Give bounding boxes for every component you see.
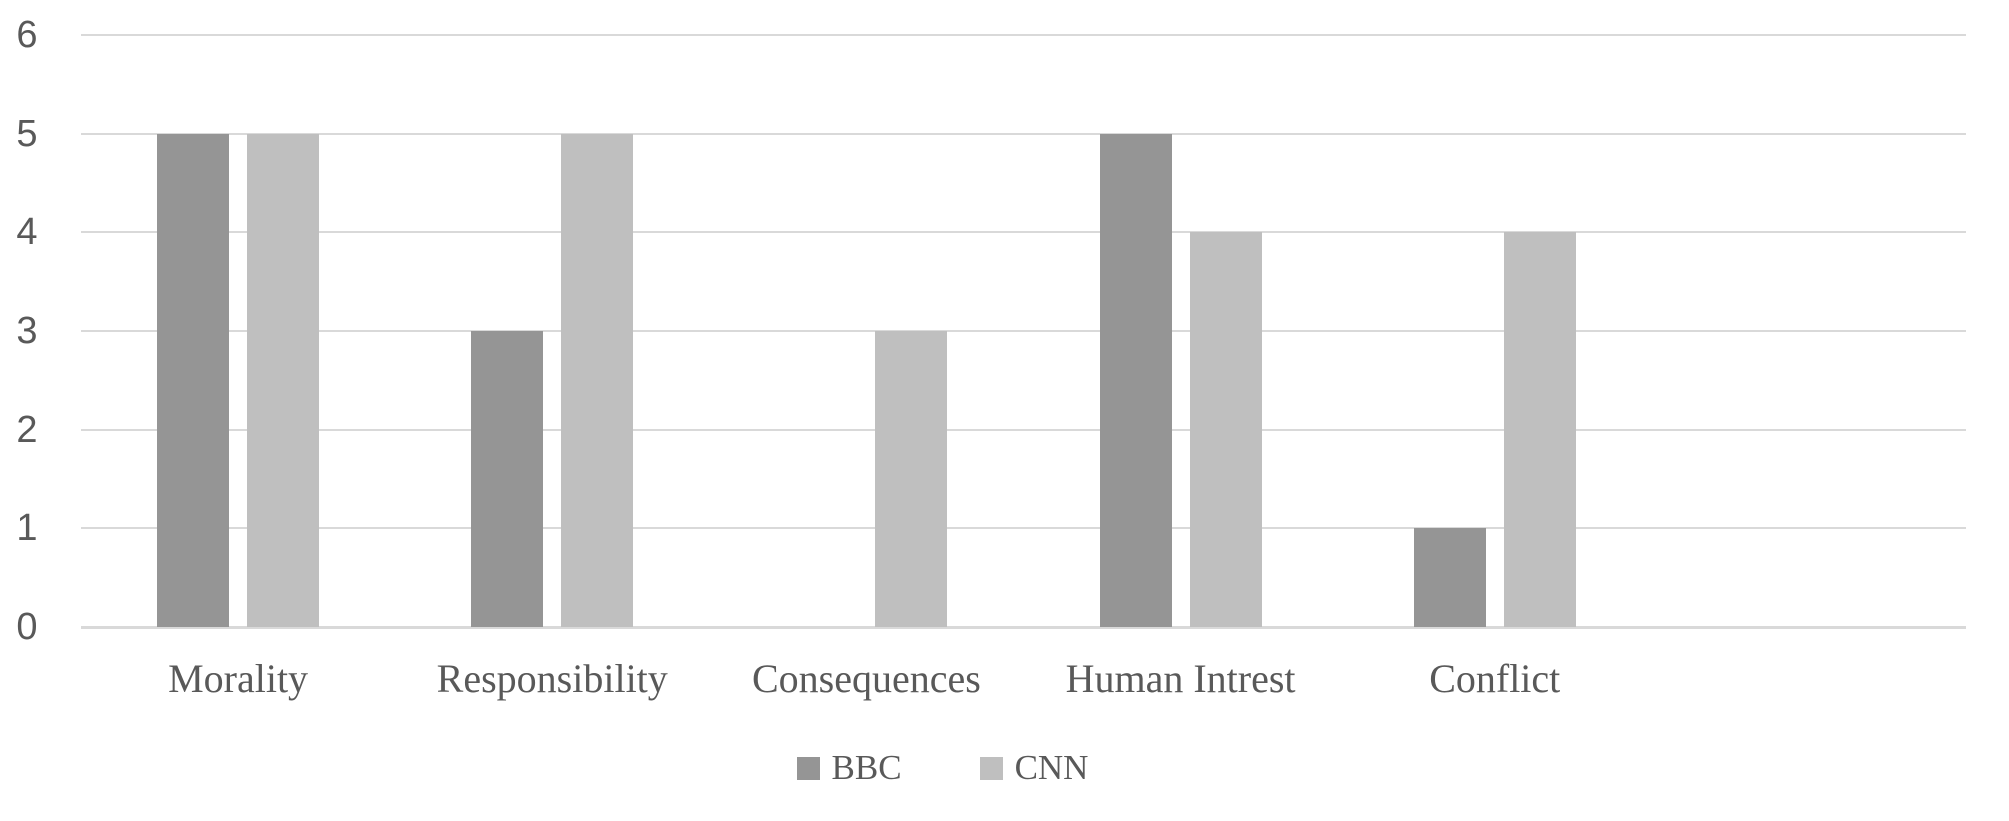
plot-area [81, 34, 1966, 629]
x-category-label-human-intrest: Human Intrest [1065, 656, 1296, 701]
bar-bbc-responsibility [471, 331, 544, 627]
gridline [81, 231, 1966, 234]
gridline [81, 34, 1966, 36]
legend-item-cnn: CNN [979, 748, 1089, 788]
legend-swatch-bbc [796, 756, 820, 780]
y-tick-label: 5 [16, 112, 38, 155]
x-axis-baseline [81, 626, 1966, 629]
legend: BBC CNN [0, 748, 1885, 788]
bar-cnn-conflict [1503, 232, 1576, 627]
legend-swatch-cnn [979, 756, 1003, 780]
y-tick-label: 6 [16, 14, 38, 56]
y-tick-label: 1 [16, 507, 38, 550]
x-category-label-morality: Morality [168, 656, 309, 701]
bar-cnn-morality [247, 133, 320, 627]
x-category-label-conflict: Conflict [1429, 656, 1561, 701]
gridline [81, 132, 1966, 135]
legend-label-bbc: BBC [831, 748, 902, 787]
gridline [81, 428, 1966, 431]
bar-bbc-conflict [1413, 528, 1486, 627]
y-tick-label: 3 [16, 310, 38, 352]
bar-cnn-consequences [875, 331, 948, 627]
gridline [81, 527, 1966, 530]
y-tick-label: 2 [16, 408, 38, 451]
legend-label-cnn: CNN [1014, 748, 1089, 787]
bar-bbc-morality [157, 133, 230, 627]
gridline [81, 330, 1966, 332]
bar-cnn-human-intrest [1189, 232, 1262, 627]
y-tick-label: 4 [16, 211, 38, 254]
y-tick-label: 0 [16, 606, 38, 648]
x-category-label-responsibility: Responsibility [436, 656, 668, 701]
legend-item-bbc: BBC [796, 748, 902, 788]
bar-bbc-human-intrest [1099, 133, 1172, 627]
bar-cnn-responsibility [561, 133, 634, 627]
x-category-label-consequences: Consequences [751, 656, 981, 701]
